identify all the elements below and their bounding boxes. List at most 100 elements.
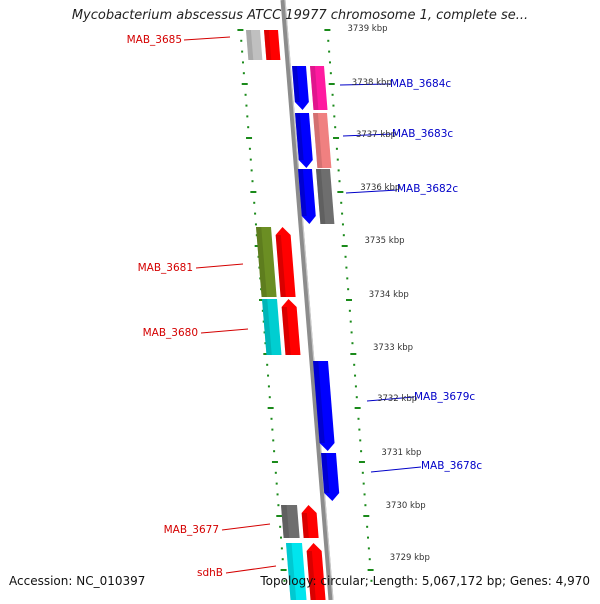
cds-mab-3684c[interactable] (310, 66, 328, 110)
gene-mab-3682c-shade (298, 169, 307, 216)
cds-mab-3677-shade (301, 513, 309, 538)
gene-label-mab-3678c[interactable]: MAB_3678c (421, 460, 482, 472)
minor-tick (364, 504, 367, 507)
minor-tick (272, 439, 275, 442)
gene-mab-3681[interactable] (256, 227, 277, 297)
minor-tick (350, 331, 353, 334)
gene-sdhb-shade (286, 543, 297, 600)
gene-mab-3678c[interactable] (321, 453, 340, 501)
minor-tick (251, 180, 254, 183)
minor-tick (367, 547, 370, 550)
major-tick (341, 245, 348, 247)
minor-tick (361, 471, 364, 474)
minor-tick (263, 331, 266, 334)
minor-tick (261, 309, 264, 312)
cds-mab-3680-body[interactable] (281, 299, 301, 355)
scale-label: 3736 kbp (360, 183, 400, 193)
scale-label: 3731 kbp (381, 448, 421, 458)
gene-mab-3683c[interactable] (295, 113, 313, 168)
cds-mab-3680-shade (281, 307, 291, 355)
gene-mab-3677-shade (281, 505, 290, 538)
gene-mab-3684c[interactable] (292, 66, 309, 110)
scale-label: 3739 kbp (347, 24, 387, 34)
cds-mab-3680[interactable] (281, 299, 301, 355)
gene-mab-3682c[interactable] (298, 169, 316, 224)
gene-mab-3684c-body[interactable] (292, 66, 309, 110)
scale-label: 3735 kbp (364, 236, 404, 246)
gene-label-mab-3680[interactable]: MAB_3680 (143, 327, 198, 339)
gene-mab-3679c[interactable] (313, 361, 335, 451)
major-tick (276, 515, 283, 517)
gene-label-mab-3682c[interactable]: MAB_3682c (397, 183, 458, 195)
cds-mab-3685[interactable] (264, 30, 281, 60)
cds-mab-3682c-shade (316, 169, 326, 224)
minor-tick (354, 385, 357, 388)
gene-mab-3680[interactable] (262, 299, 282, 355)
cds-mab-3681-body[interactable] (275, 227, 296, 297)
feature-labels[interactable]: MAB_3685 MAB_3684c MAB_3683c MAB_3682c MAB_3… (127, 34, 483, 579)
minor-tick (327, 39, 330, 42)
minor-tick (244, 93, 247, 96)
minor-tick (332, 104, 335, 107)
cds-mab-3682c[interactable] (316, 169, 335, 224)
major-tick (271, 461, 278, 463)
gene-mab-3678c-body[interactable] (321, 453, 340, 501)
major-tick (259, 299, 265, 301)
minor-tick (357, 417, 360, 420)
minor-tick (351, 342, 354, 345)
leader-line-mab-3677 (221, 523, 271, 531)
gene-mab-3682c-body[interactable] (298, 169, 316, 224)
gene-mab-3679c-body[interactable] (313, 361, 335, 451)
minor-tick (248, 147, 251, 150)
genome-summary-label: Topology: circular; Length: 5,067,172 bp… (260, 574, 590, 588)
scale-labels: 3739 kbp 3738 kbp 3737 kbp 3736 kbp 3735 kbp… (347, 24, 429, 563)
minor-tick (280, 536, 283, 539)
minor-tick (340, 201, 343, 204)
cds-mab-3677[interactable] (301, 505, 319, 538)
minor-tick (354, 374, 357, 377)
feature-tracks[interactable] (246, 30, 340, 600)
minor-tick (366, 525, 369, 528)
leader-line-mab-3680 (200, 328, 249, 334)
gene-sdhb[interactable] (286, 543, 307, 600)
gene-label-mab-3683c[interactable]: MAB_3683c (392, 128, 453, 140)
minor-tick (363, 493, 366, 496)
gene-mab-3685[interactable] (246, 30, 263, 60)
gene-mab-3679c-shade (313, 361, 325, 443)
minor-tick (250, 169, 253, 172)
cds-mab-3681[interactable] (275, 227, 296, 297)
cds-mab-3683c[interactable] (313, 113, 332, 168)
minor-tick (270, 417, 273, 420)
gene-mab-3683c-body[interactable] (295, 113, 313, 168)
gene-label-mab-3684c[interactable]: MAB_3684c (390, 78, 451, 90)
cds-sdhb[interactable] (306, 543, 326, 600)
scale-label: 3733 kbp (373, 343, 413, 353)
major-tick (280, 569, 287, 571)
gene-label-mab-3681[interactable]: MAB_3681 (138, 262, 193, 274)
gene-label-mab-3677[interactable]: MAB_3677 (164, 524, 219, 536)
gene-mab-3681-shade (256, 227, 267, 297)
minor-tick (328, 61, 331, 64)
gene-mab-3677[interactable] (281, 505, 300, 538)
minor-tick (353, 363, 356, 366)
cds-mab-3677-body[interactable] (301, 505, 319, 538)
gene-mab-3683c-shade (295, 113, 304, 160)
leader-line-mab-3681 (195, 263, 244, 269)
minor-tick (242, 72, 245, 75)
gene-label-mab-3679c[interactable]: MAB_3679c (414, 391, 475, 403)
minor-tick (341, 212, 344, 215)
minor-tick (329, 72, 332, 75)
minor-tick (342, 234, 345, 237)
backbone-highlight (284, 0, 334, 601)
minor-tick (334, 126, 337, 129)
major-tick (237, 29, 244, 31)
minor-tick (358, 428, 361, 431)
gene-label-mab-3685[interactable]: MAB_3685 (127, 34, 182, 46)
gene-label-sdhb[interactable]: sdhB (197, 567, 223, 579)
minor-tick (254, 212, 257, 215)
major-tick (363, 515, 370, 517)
cds-sdhb-body[interactable] (306, 543, 326, 600)
minor-tick (359, 439, 362, 442)
